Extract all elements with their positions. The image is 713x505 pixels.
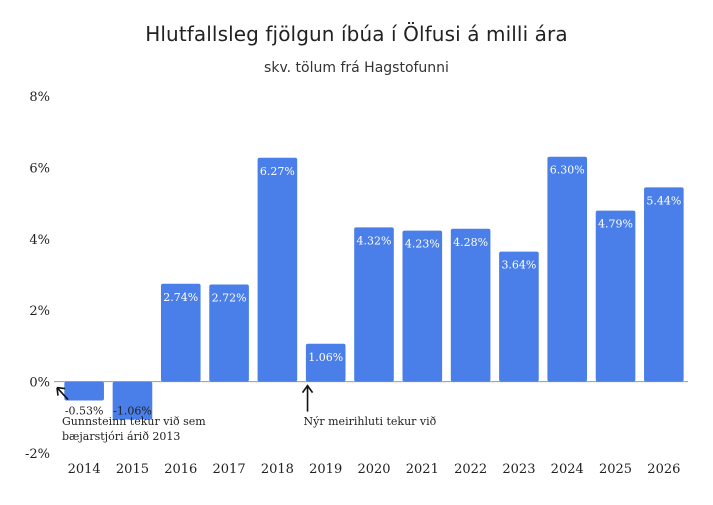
bar-2018: [257, 157, 298, 382]
axis-layer: -2% 0% 2% 4% 6% 8% 2014 2015 2016 2017 2018 2019 202…: [25, 90, 688, 477]
data-label-2015: -1.06%: [113, 405, 152, 418]
data-label-2014: -0.53%: [65, 405, 104, 418]
bar-2019: [305, 343, 346, 382]
y-tick-label: -2%: [25, 447, 50, 462]
bar-2016: [160, 283, 201, 382]
data-label-2025: 4.79%: [598, 218, 633, 231]
y-tick-label: 2%: [29, 304, 50, 319]
bar-2015: [112, 381, 153, 420]
bar-2020: [354, 227, 394, 382]
annotation-layer: Gunnsteinn tekur við sem bæjarstjóri árið…: [56, 384, 437, 443]
data-label-2017: 2.72%: [212, 291, 247, 304]
annotation-text: Nýr meirihluti tekur við: [304, 415, 437, 428]
x-tick-label: 2014: [68, 462, 101, 477]
y-tick-label: 0%: [29, 376, 50, 391]
bar-2021: [402, 230, 443, 382]
x-tick-label: 2026: [647, 462, 680, 477]
data-label-2022: 4.28%: [453, 236, 488, 249]
x-tick-label: 2024: [551, 462, 584, 477]
x-tick-label: 2021: [406, 462, 439, 477]
bar-2023: [499, 251, 539, 382]
bar-layer: [64, 156, 684, 420]
x-tick-label: 2020: [357, 462, 390, 477]
y-tick-label: 8%: [29, 90, 50, 105]
data-label-2021: 4.23%: [405, 238, 440, 251]
data-label-2023: 3.64%: [501, 259, 536, 272]
bar-2026: [644, 187, 684, 382]
data-label-2026: 5.44%: [646, 194, 681, 207]
bar-2017: [209, 284, 249, 382]
data-label-2018: 6.27%: [260, 165, 295, 178]
data-label-2024: 6.30%: [550, 164, 585, 177]
annotation-arrowhead: [56, 386, 66, 396]
data-label-2016: 2.74%: [163, 291, 198, 304]
label-layer: -0.53% -1.06% 2.74% 2.72% 6.27% 1.06% 4.32% 4.2…: [65, 164, 682, 418]
data-label-2019: 1.06%: [308, 351, 343, 364]
annotation-arrow: [56, 387, 69, 401]
bar-2014: [64, 381, 104, 401]
x-tick-label: 2023: [502, 462, 535, 477]
annotation-text: bæjarstjóri árið 2013: [62, 430, 180, 443]
data-label-2020: 4.32%: [357, 234, 392, 247]
bar-2024: [547, 156, 588, 382]
x-tick-label: 2019: [309, 462, 342, 477]
x-tick-label: 2018: [261, 462, 294, 477]
x-tick-label: 2015: [116, 462, 149, 477]
y-tick-label: 4%: [29, 233, 50, 248]
x-tick-label: 2025: [599, 462, 632, 477]
chart-subtitle: skv. tölum frá Hagstofunni: [264, 60, 449, 76]
x-tick-label: 2016: [164, 462, 197, 477]
bar-2025: [595, 210, 636, 382]
x-tick-label: 2017: [213, 462, 246, 477]
annotation-arrowhead: [301, 384, 314, 394]
y-tick-label: 6%: [29, 161, 50, 176]
bar-2022: [450, 228, 491, 382]
x-tick-label: 2022: [454, 462, 487, 477]
annotation-text: Gunnsteinn tekur við sem: [62, 415, 206, 428]
chart-title: Hlutfallsleg fjölgun íbúa í Ölfusi á mil…: [145, 22, 568, 46]
